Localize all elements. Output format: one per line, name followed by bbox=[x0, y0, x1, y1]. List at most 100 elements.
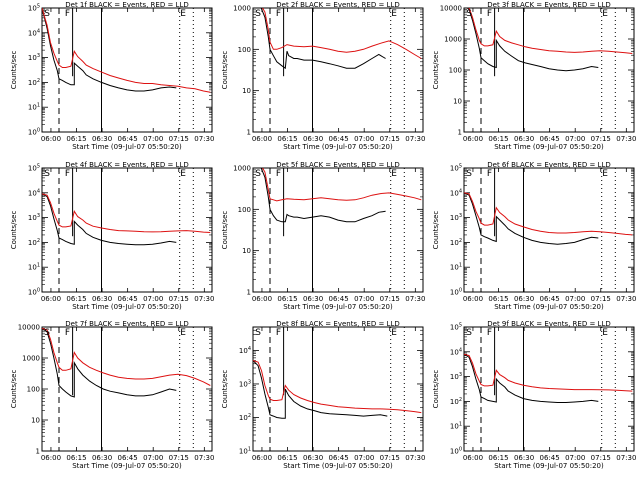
x-tick-label: 06:30 bbox=[303, 454, 323, 462]
x-tick-label: 06:15 bbox=[66, 454, 86, 462]
y-tick-label: 1000 bbox=[233, 5, 251, 13]
series-events-line bbox=[253, 360, 388, 419]
y-axis-label: Counts/sec bbox=[221, 51, 229, 90]
y-tick-label: 102 bbox=[450, 238, 462, 247]
x-tick-label: 06:00 bbox=[41, 135, 61, 143]
y-tick-label: 104 bbox=[28, 28, 40, 37]
x-tick-label: 06:00 bbox=[463, 295, 483, 303]
y-tick-label: 100 bbox=[28, 128, 40, 137]
marker-f: F bbox=[487, 9, 492, 19]
x-tick-label: 07:30 bbox=[616, 454, 636, 462]
x-tick-label: 06:45 bbox=[118, 295, 138, 303]
y-tick-label: 101 bbox=[28, 263, 40, 272]
panel-title: Det 5f BLACK = Events, RED = LLD bbox=[276, 161, 399, 169]
x-tick-label: 07:30 bbox=[616, 295, 636, 303]
y-tick-label: 100 bbox=[28, 288, 40, 297]
x-tick-label: 06:15 bbox=[66, 135, 86, 143]
marker-e: E bbox=[602, 169, 608, 179]
marker-s: S bbox=[255, 169, 261, 179]
marker-s: S bbox=[255, 9, 261, 19]
x-tick-label: 07:00 bbox=[565, 454, 585, 462]
marker-e: E bbox=[180, 328, 186, 338]
y-tick-label: 103 bbox=[28, 53, 40, 62]
panel-title: Det 7f BLACK = Events, RED = LLD bbox=[65, 320, 188, 328]
x-tick-label: 06:00 bbox=[252, 135, 272, 143]
y-tick-label: 102 bbox=[239, 413, 251, 422]
x-tick-label: 06:45 bbox=[540, 135, 560, 143]
y-tick-label: 10000 bbox=[440, 5, 462, 13]
y-tick-label: 103 bbox=[450, 213, 462, 222]
marker-e: E bbox=[180, 9, 186, 19]
y-tick-label: 100 bbox=[27, 386, 40, 394]
panel-det-9: 06:00 06:15 06:30 06:45 07:00 07:15 07:30 100 10… bbox=[432, 320, 636, 470]
plot-frame bbox=[463, 326, 635, 452]
x-tick-label: 07:30 bbox=[194, 454, 214, 462]
y-tick-label: 105 bbox=[28, 164, 40, 173]
series-lld-line bbox=[261, 8, 422, 59]
panel-det-4: 06:00 06:15 06:30 06:45 07:00 07:15 07:30 100 10… bbox=[10, 161, 214, 311]
x-tick-label: 06:30 bbox=[514, 454, 534, 462]
y-axis-label: Counts/sec bbox=[10, 211, 18, 250]
marker-f: F bbox=[276, 9, 281, 19]
y-tick-label: 101 bbox=[450, 263, 462, 272]
x-tick-label: 06:00 bbox=[41, 454, 61, 462]
x-axis-label: Start Time (09-Jul-07 05:50:20) bbox=[494, 143, 604, 151]
series-lld-line bbox=[261, 168, 422, 202]
x-tick-label: 06:15 bbox=[277, 454, 297, 462]
marker-f: F bbox=[276, 169, 281, 179]
y-tick-label: 103 bbox=[28, 213, 40, 222]
x-tick-label: 06:30 bbox=[92, 135, 112, 143]
panel-title: Det 3f BLACK = Events, RED = LLD bbox=[487, 1, 610, 9]
y-tick-label: 102 bbox=[28, 238, 40, 247]
x-tick-label: 06:00 bbox=[252, 454, 272, 462]
panel-title: Det 1f BLACK = Events, RED = LLD bbox=[65, 1, 188, 9]
marker-f: F bbox=[487, 169, 492, 179]
series-lld-line bbox=[42, 8, 211, 93]
series-events-line bbox=[42, 193, 177, 246]
series-lld-line bbox=[464, 192, 633, 236]
marker-f: F bbox=[65, 169, 70, 179]
series-events-line bbox=[42, 8, 177, 92]
marker-s: S bbox=[44, 169, 50, 179]
x-tick-label: 07:15 bbox=[591, 295, 611, 303]
y-tick-label: 100 bbox=[450, 288, 462, 297]
panel-det-8: 06:00 06:15 06:30 06:45 07:00 07:15 07:30 101 10… bbox=[221, 320, 425, 470]
x-tick-label: 06:30 bbox=[514, 135, 534, 143]
y-tick-label: 103 bbox=[450, 372, 462, 381]
x-tick-label: 07:30 bbox=[194, 135, 214, 143]
x-tick-label: 07:00 bbox=[143, 454, 163, 462]
y-tick-label: 104 bbox=[450, 188, 462, 197]
y-tick-label: 1000 bbox=[444, 36, 462, 44]
y-tick-label: 1 bbox=[458, 129, 462, 137]
series-events-line bbox=[260, 8, 386, 70]
x-tick-label: 06:30 bbox=[92, 295, 112, 303]
y-tick-label: 100 bbox=[238, 46, 251, 54]
series-lld-line bbox=[253, 360, 422, 414]
y-tick-label: 10000 bbox=[18, 324, 40, 332]
y-tick-label: 105 bbox=[450, 323, 462, 332]
y-axis-label: Counts/sec bbox=[10, 51, 18, 90]
series-events-line bbox=[260, 168, 386, 223]
marker-f: F bbox=[65, 9, 70, 19]
panel-title: Det 4f BLACK = Events, RED = LLD bbox=[65, 161, 188, 169]
panel-det-5: 06:00 06:15 06:30 06:45 07:00 07:15 07:30 1 10 10… bbox=[221, 161, 425, 311]
x-tick-label: 06:45 bbox=[329, 454, 349, 462]
y-tick-label: 10 bbox=[242, 87, 251, 95]
x-tick-label: 06:15 bbox=[277, 135, 297, 143]
x-tick-label: 07:15 bbox=[380, 135, 400, 143]
panel-title: Det 9f BLACK = Events, RED = LLD bbox=[487, 320, 610, 328]
marker-e: E bbox=[180, 169, 186, 179]
x-tick-label: 07:15 bbox=[591, 454, 611, 462]
x-axis-label: Start Time (09-Jul-07 05:50:20) bbox=[283, 462, 393, 470]
x-tick-label: 06:45 bbox=[540, 454, 560, 462]
y-tick-label: 105 bbox=[450, 164, 462, 173]
panel-det-6: 06:00 06:15 06:30 06:45 07:00 07:15 07:30 100 10… bbox=[432, 161, 636, 311]
y-axis-label: Counts/sec bbox=[432, 211, 440, 250]
marker-s: S bbox=[44, 9, 50, 19]
x-axis-label: Start Time (09-Jul-07 05:50:20) bbox=[72, 462, 182, 470]
y-tick-label: 1 bbox=[247, 129, 251, 137]
panel-det-2: 06:00 06:15 06:30 06:45 07:00 07:15 07:30 1 10 10… bbox=[221, 1, 425, 151]
y-tick-label: 104 bbox=[28, 188, 40, 197]
x-tick-label: 06:45 bbox=[540, 295, 560, 303]
marker-s: S bbox=[466, 328, 472, 338]
